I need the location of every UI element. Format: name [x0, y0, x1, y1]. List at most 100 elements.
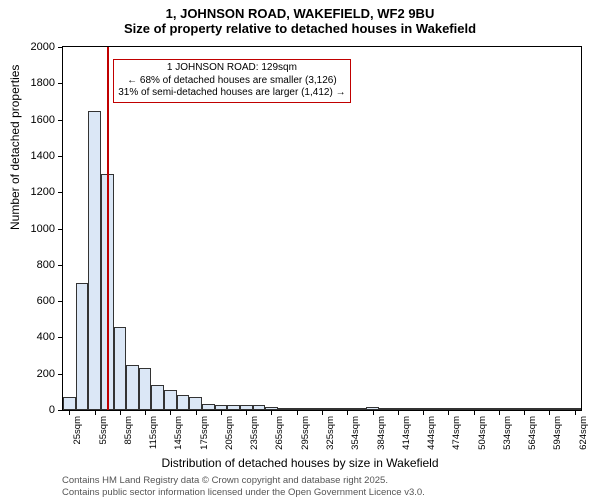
footer-line1: Contains HM Land Registry data © Crown c…: [62, 475, 388, 486]
xtick: [448, 410, 449, 415]
xtick-label: 115sqm: [148, 416, 159, 449]
histogram-bar: [328, 408, 341, 410]
histogram-bar: [177, 395, 190, 410]
ytick-label: 0: [15, 404, 55, 416]
xtick: [499, 410, 500, 415]
histogram-bar: [76, 283, 89, 410]
xtick-label: 25sqm: [72, 416, 83, 445]
histogram-bar: [139, 368, 152, 410]
ytick: [58, 410, 63, 411]
xtick: [271, 410, 272, 415]
histogram-bar: [151, 385, 164, 410]
xtick-label: 414sqm: [401, 416, 412, 450]
annotation-line3: 31% of semi-detached houses are larger (…: [118, 87, 345, 100]
histogram-bar: [88, 111, 101, 410]
xtick: [549, 410, 550, 415]
annotation-line2: ← 68% of detached houses are smaller (3,…: [118, 75, 345, 88]
ytick-label: 1400: [15, 150, 55, 162]
xtick-label: 444sqm: [426, 416, 437, 450]
ytick-label: 800: [15, 259, 55, 271]
xtick: [69, 410, 70, 415]
ytick: [58, 120, 63, 121]
xtick-label: 504sqm: [477, 416, 488, 450]
xtick-label: 145sqm: [173, 416, 184, 450]
ytick-label: 600: [15, 295, 55, 307]
marker-line: [107, 47, 109, 410]
ytick: [58, 265, 63, 266]
xtick-label: 564sqm: [527, 416, 538, 450]
ytick-label: 2000: [15, 41, 55, 53]
histogram-bar: [227, 405, 240, 410]
ytick: [58, 337, 63, 338]
histogram-bar: [379, 408, 392, 410]
chart-title-line2: Size of property relative to detached ho…: [0, 21, 600, 40]
annotation-line1: 1 JOHNSON ROAD: 129sqm: [118, 62, 345, 75]
plot-area: 020040060080010001200140016001800200025s…: [62, 46, 582, 411]
xtick: [524, 410, 525, 415]
xtick: [221, 410, 222, 415]
xtick: [474, 410, 475, 415]
annotation-box: 1 JOHNSON ROAD: 129sqm← 68% of detached …: [113, 59, 350, 103]
ytick-label: 1000: [15, 223, 55, 235]
xtick: [246, 410, 247, 415]
ytick-label: 1200: [15, 186, 55, 198]
ytick: [58, 374, 63, 375]
xtick: [196, 410, 197, 415]
footer-line2: Contains public sector information licen…: [62, 487, 425, 498]
xtick-label: 295sqm: [300, 416, 311, 450]
chart-container: 1, JOHNSON ROAD, WAKEFIELD, WF2 9BU Size…: [0, 0, 600, 500]
histogram-bar: [114, 327, 127, 410]
ytick: [58, 301, 63, 302]
ytick: [58, 47, 63, 48]
xtick-label: 594sqm: [552, 416, 563, 450]
histogram-bar: [63, 397, 76, 410]
xtick: [398, 410, 399, 415]
xtick-label: 624sqm: [578, 416, 589, 450]
histogram-bar: [530, 408, 543, 410]
ytick: [58, 83, 63, 84]
xtick: [95, 410, 96, 415]
ytick-label: 200: [15, 368, 55, 380]
histogram-bar: [278, 408, 291, 410]
xtick-label: 534sqm: [502, 416, 513, 450]
xtick-label: 85sqm: [123, 416, 134, 445]
histogram-bar: [429, 408, 442, 410]
xtick-label: 175sqm: [199, 416, 210, 450]
xtick-label: 55sqm: [98, 416, 109, 445]
chart-title-line1: 1, JOHNSON ROAD, WAKEFIELD, WF2 9BU: [0, 0, 600, 21]
ytick: [58, 156, 63, 157]
xtick-label: 205sqm: [224, 416, 235, 450]
histogram-bar: [202, 404, 215, 410]
ytick: [58, 229, 63, 230]
xtick-label: 474sqm: [451, 416, 462, 450]
histogram-bar: [404, 408, 417, 410]
y-axis-label: Number of detached properties: [8, 65, 22, 230]
histogram-bar: [556, 408, 569, 410]
histogram-bar: [354, 408, 367, 410]
xtick: [575, 410, 576, 415]
xtick: [297, 410, 298, 415]
xtick: [423, 410, 424, 415]
ytick: [58, 192, 63, 193]
xtick: [373, 410, 374, 415]
xtick: [145, 410, 146, 415]
histogram-bar: [303, 408, 316, 410]
histogram-bar: [189, 397, 202, 410]
x-axis-label: Distribution of detached houses by size …: [0, 456, 600, 470]
xtick-label: 265sqm: [274, 416, 285, 450]
xtick-label: 325sqm: [325, 416, 336, 450]
histogram-bar: [505, 408, 518, 410]
ytick-label: 1800: [15, 77, 55, 89]
xtick-label: 354sqm: [350, 416, 361, 450]
histogram-bar: [455, 408, 468, 410]
histogram-bar: [164, 390, 177, 410]
xtick: [120, 410, 121, 415]
ytick-label: 1600: [15, 114, 55, 126]
xtick: [322, 410, 323, 415]
xtick: [170, 410, 171, 415]
xtick-label: 235sqm: [249, 416, 260, 450]
histogram-bar: [480, 408, 493, 410]
ytick-label: 400: [15, 331, 55, 343]
histogram-bar: [253, 405, 266, 410]
xtick-label: 384sqm: [376, 416, 387, 450]
